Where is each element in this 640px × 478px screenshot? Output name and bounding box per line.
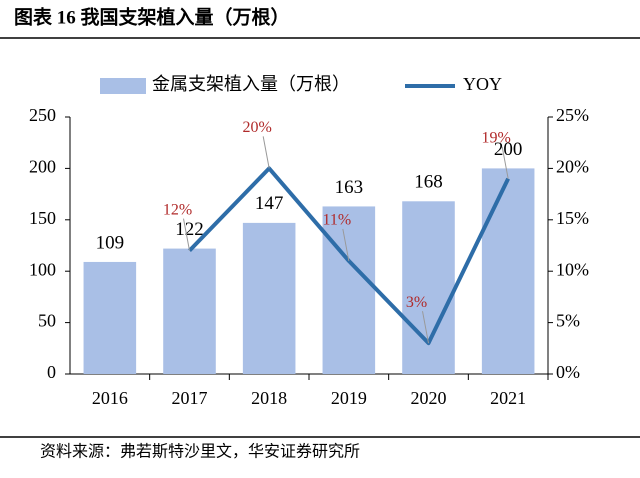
x-tick-label: 2016 <box>92 388 128 408</box>
bar <box>402 201 455 374</box>
bar-label: 147 <box>255 193 284 214</box>
bar-label: 168 <box>414 172 443 193</box>
bar-label: 200 <box>494 139 523 160</box>
x-tick-label: 2017 <box>172 388 208 408</box>
bar <box>163 248 216 374</box>
y-tick-label: 250 <box>29 105 56 125</box>
legend-label: 金属支架植入量（万根） <box>152 74 350 94</box>
y-tick-label: 0 <box>47 362 56 382</box>
x-tick-label: 2020 <box>411 388 447 408</box>
yoy-label: 3% <box>406 294 427 311</box>
bar <box>481 168 535 374</box>
label-leader <box>183 218 190 251</box>
legend-swatch <box>100 78 146 94</box>
x-tick-label: 2018 <box>251 388 287 408</box>
y-tick-label: 100 <box>29 259 56 279</box>
bar <box>242 222 296 374</box>
y2-tick-label: 20% <box>556 157 589 177</box>
y2-tick-label: 25% <box>556 105 589 125</box>
yoy-label: 11% <box>322 212 351 229</box>
yoy-label: 19% <box>482 129 511 146</box>
bar <box>322 206 376 374</box>
chart-title: 图表 16 我国支架植入量（万根） <box>14 5 290 28</box>
y-tick-label: 50 <box>38 311 56 331</box>
y2-tick-label: 15% <box>556 208 589 228</box>
label-leader <box>342 228 350 262</box>
source: 资料来源：弗若斯特沙里文，华安证券研究所 <box>40 443 360 461</box>
y2-tick-label: 5% <box>556 311 580 331</box>
y-tick-label: 150 <box>29 208 56 228</box>
y2-tick-label: 10% <box>556 259 589 279</box>
label-leader <box>501 146 509 179</box>
x-tick-label: 2019 <box>331 388 367 408</box>
label-leader <box>262 136 270 169</box>
yoy-label: 12% <box>163 201 192 218</box>
bar <box>83 261 137 374</box>
x-tick-label: 2021 <box>490 388 526 408</box>
label-leader <box>422 311 429 344</box>
yoy-label: 20% <box>243 119 272 136</box>
y2-tick-label: 0% <box>556 362 580 382</box>
bar-label: 109 <box>96 232 125 253</box>
bar-label: 163 <box>335 177 364 198</box>
legend-label: YOY <box>463 74 502 94</box>
y-tick-label: 200 <box>29 157 56 177</box>
bar-label: 122 <box>175 219 204 240</box>
